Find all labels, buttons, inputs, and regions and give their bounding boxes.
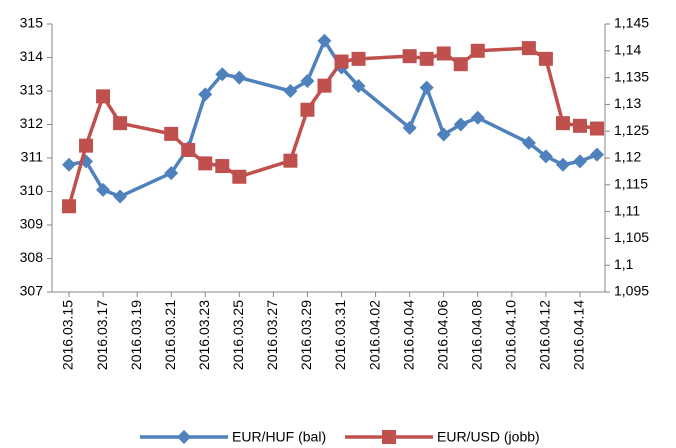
- y2-tick-label: 1,115: [614, 176, 648, 192]
- y2-tick-label: 1,135: [614, 68, 649, 84]
- y2-tick-label: 1,105: [614, 229, 649, 245]
- data-point: [283, 153, 298, 168]
- x-tick-label: 2016.04.10: [503, 300, 519, 370]
- x-tick-label: 2016.04.14: [571, 300, 587, 370]
- data-point: [436, 127, 451, 142]
- data-point: [113, 189, 128, 204]
- data-point: [572, 154, 587, 169]
- y-tick-label: 313: [20, 82, 44, 98]
- x-tick-label: 2016.03.19: [128, 300, 144, 370]
- data-point: [334, 54, 349, 69]
- data-point: [419, 51, 434, 66]
- x-tick-label: 2016.04.02: [366, 300, 382, 370]
- y-tick-label: 311: [21, 149, 44, 165]
- y2-tick-label: 1,145: [614, 15, 649, 31]
- data-point: [62, 199, 76, 214]
- y-tick-label: 309: [20, 216, 44, 232]
- data-point: [113, 116, 128, 131]
- data-point: [351, 51, 366, 66]
- data-point: [419, 80, 434, 95]
- data-point: [300, 102, 315, 117]
- data-point: [538, 149, 553, 164]
- y-tick-label: 315: [20, 15, 44, 31]
- y-tick-label: 314: [20, 48, 44, 64]
- data-point: [232, 70, 247, 85]
- data-point: [572, 118, 587, 133]
- data-point: [181, 142, 196, 157]
- x-tick-label: 2016.03.29: [298, 300, 314, 370]
- y2-tick-label: 1,13: [614, 95, 641, 111]
- y2-tick-label: 1,11: [614, 202, 640, 218]
- data-point: [453, 117, 468, 132]
- data-point: [521, 135, 536, 150]
- data-point: [164, 126, 179, 141]
- data-point: [198, 156, 213, 171]
- data-point: [215, 67, 230, 82]
- data-point: [317, 78, 332, 93]
- y2-tick-label: 1,14: [614, 42, 641, 58]
- legend-label: EUR/HUF (bal): [232, 429, 326, 445]
- y-tick-label: 312: [20, 115, 44, 131]
- y-tick-label: 310: [20, 182, 44, 198]
- data-point: [555, 116, 570, 131]
- data-point: [232, 169, 247, 184]
- data-point: [538, 51, 553, 66]
- x-tick-label: 2016.03.23: [196, 300, 212, 370]
- data-point: [470, 110, 485, 125]
- data-point: [317, 33, 332, 48]
- legend-marker: [177, 430, 191, 444]
- x-tick-label: 2016.03.15: [60, 300, 76, 370]
- x-tick-label: 2016.03.27: [264, 300, 280, 370]
- x-tick-label: 2016.03.31: [332, 300, 348, 370]
- data-point: [79, 138, 94, 153]
- data-point: [521, 41, 536, 56]
- x-tick-label: 2016.03.25: [230, 300, 246, 370]
- data-point: [215, 159, 230, 174]
- x-tick-label: 2016.04.08: [468, 300, 484, 370]
- data-point: [96, 89, 111, 104]
- data-point: [198, 87, 213, 102]
- y2-tick-label: 1,095: [614, 283, 649, 299]
- data-point: [96, 182, 111, 197]
- legend-label: EUR/USD (jobb): [437, 429, 540, 445]
- data-point: [453, 57, 468, 72]
- data-point: [62, 157, 76, 172]
- y2-tick-label: 1,1: [614, 256, 634, 272]
- legend-marker: [382, 430, 396, 444]
- x-tick-label: 2016.03.17: [94, 300, 110, 370]
- data-point: [402, 120, 417, 135]
- data-point: [300, 73, 315, 88]
- data-point: [590, 121, 604, 136]
- y-tick-label: 308: [20, 249, 44, 265]
- data-point: [555, 157, 570, 172]
- y2-tick-label: 1,125: [614, 122, 649, 138]
- x-tick-label: 2016.04.04: [400, 300, 416, 370]
- series-line: [68, 39, 598, 199]
- data-point: [351, 78, 366, 93]
- y-tick-label: 307: [20, 283, 44, 299]
- y2-tick-label: 1,12: [614, 149, 641, 165]
- data-point: [164, 166, 179, 181]
- data-point: [402, 49, 417, 64]
- data-point: [590, 147, 604, 162]
- data-point: [436, 46, 451, 61]
- data-point: [470, 43, 485, 58]
- x-tick-label: 2016.04.06: [434, 300, 450, 370]
- data-point: [283, 84, 298, 98]
- x-tick-label: 2016.03.21: [162, 300, 178, 370]
- x-tick-label: 2016.04.12: [537, 300, 553, 370]
